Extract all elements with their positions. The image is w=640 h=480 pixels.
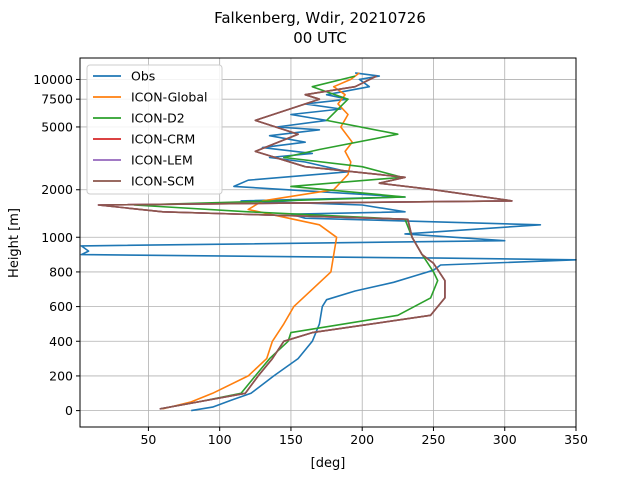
- legend-label-icon-crm: ICON-CRM: [131, 132, 195, 147]
- legend-label-icon-global: ICON-Global: [131, 90, 207, 105]
- y-tick-label: 600: [49, 299, 73, 314]
- legend-label-icon-scm: ICON-SCM: [131, 174, 195, 189]
- x-tick-label: 200: [350, 432, 374, 447]
- x-axis-label: [deg]: [311, 456, 346, 471]
- legend-label-icon-lem: ICON-LEM: [131, 153, 193, 168]
- legend: Obs ICON-Global ICON-D2 ICON-CRM ICON-LEM ICO…: [86, 64, 223, 195]
- y-tick-label: 0: [65, 403, 73, 418]
- chart-title: Falkenberg, Wdir, 20210726: [214, 9, 426, 27]
- y-tick-label: 400: [49, 334, 73, 349]
- chart-subtitle: 00 UTC: [293, 29, 347, 47]
- legend-label-obs: Obs: [131, 69, 155, 84]
- y-tick-label: 5000: [41, 119, 73, 134]
- y-axis-label: Height [m]: [7, 208, 22, 278]
- y-tick-label: 7500: [41, 92, 73, 107]
- plot-frame: [79, 57, 577, 428]
- y-tick-label: 1000: [41, 230, 73, 245]
- series-layer: [80, 72, 577, 412]
- series-line-obs: [80, 72, 577, 412]
- x-tick-label: 250: [422, 432, 446, 447]
- x-tick-label: 300: [493, 432, 517, 447]
- ticks: 50 100 150 200 250 300 350 0 200 400 600 800 1000 200…: [33, 72, 588, 447]
- y-tick-label: 10000: [33, 72, 73, 87]
- y-tick-label: 800: [49, 264, 73, 279]
- x-tick-label: 150: [279, 432, 303, 447]
- y-tick-label: 2000: [41, 182, 73, 197]
- y-tick-label: 200: [49, 368, 73, 383]
- series-line-icon-scm: [97, 75, 513, 410]
- legend-label-icon-d2: ICON-D2: [131, 111, 185, 126]
- series-line-icon-global: [162, 72, 360, 410]
- x-tick-label: 50: [140, 432, 156, 447]
- x-tick-label: 100: [208, 432, 232, 447]
- x-tick-label: 350: [564, 432, 588, 447]
